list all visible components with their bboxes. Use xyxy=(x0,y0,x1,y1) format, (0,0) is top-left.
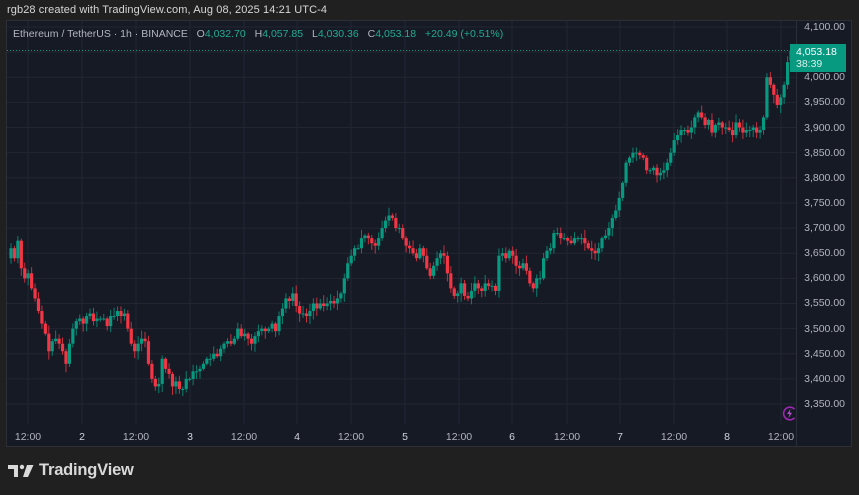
price-tick-label: 3,900.00 xyxy=(804,121,845,134)
time-tick-label: 12:00 xyxy=(767,431,795,443)
price-tick-label: 3,450.00 xyxy=(804,347,845,360)
time-tick-label: 4 xyxy=(294,431,300,443)
tradingview-brand[interactable]: TradingView xyxy=(8,461,134,480)
change-value: +20.49 (+0.51%) xyxy=(425,28,504,40)
time-tick-label: 8 xyxy=(724,431,730,443)
price-tick-label: 3,600.00 xyxy=(804,272,845,285)
time-tick-label: 3 xyxy=(187,431,193,443)
price-tick-label: 3,550.00 xyxy=(804,297,845,310)
price-tick-label: 3,750.00 xyxy=(804,196,845,209)
close-label: C xyxy=(367,28,376,40)
price-tick-label: 3,350.00 xyxy=(804,398,845,411)
symbol-name[interactable]: Ethereum / TetherUS · 1h · BINANCE xyxy=(13,28,188,40)
time-tick-label: 12:00 xyxy=(337,431,365,443)
time-tick-label: 2 xyxy=(79,431,85,443)
time-tick-label: 12:00 xyxy=(553,431,581,443)
time-tick-label: 12:00 xyxy=(122,431,150,443)
time-tick-label: 6 xyxy=(509,431,515,443)
lightning-bolt-icon[interactable] xyxy=(781,405,798,422)
price-tick-label: 3,650.00 xyxy=(804,247,845,260)
last-price: 4,053.18 xyxy=(796,46,837,58)
price-axis-divider xyxy=(796,20,797,447)
tradingview-logo-icon xyxy=(8,464,34,477)
low-label: L xyxy=(312,28,318,40)
brand-name: TradingView xyxy=(39,461,134,479)
chart-credit-line: rgb28 created with TradingView.com, Aug … xyxy=(7,4,328,16)
time-tick-label: 12:00 xyxy=(230,431,258,443)
time-tick-label: 12:00 xyxy=(445,431,473,443)
price-tick-label: 4,100.00 xyxy=(804,21,845,33)
price-tick-label: 3,800.00 xyxy=(804,171,845,184)
price-tick-label: 3,850.00 xyxy=(804,146,845,159)
time-tick-label: 5 xyxy=(402,431,408,443)
time-tick-label: 12:00 xyxy=(660,431,688,443)
high-label: H xyxy=(254,28,263,40)
chart-frame[interactable] xyxy=(6,20,852,447)
price-tick-label: 3,700.00 xyxy=(804,222,845,235)
low-value: 4,030.36 xyxy=(317,28,359,40)
price-tick-label: 3,500.00 xyxy=(804,322,845,335)
price-tick-label: 3,950.00 xyxy=(804,96,845,109)
open-label: O xyxy=(196,28,205,40)
time-tick-label: 12:00 xyxy=(14,431,42,443)
symbol-legend: Ethereum / TetherUS · 1h · BINANCE O4,03… xyxy=(13,28,503,40)
price-tick-label: 3,400.00 xyxy=(804,372,845,385)
bar-countdown: 38:39 xyxy=(796,58,823,70)
last-price-tag: 4,053.18 38:39 xyxy=(790,44,846,72)
price-tick-label: 4,000.00 xyxy=(804,71,845,84)
open-value: 4,032.70 xyxy=(204,28,246,40)
close-value: 4,053.18 xyxy=(375,28,417,40)
time-tick-label: 7 xyxy=(617,431,623,443)
high-value: 4,057.85 xyxy=(262,28,304,40)
